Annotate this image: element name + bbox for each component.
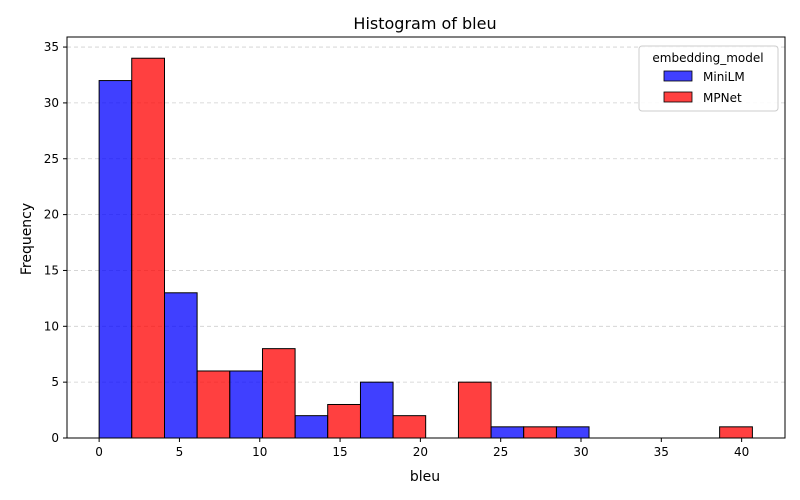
y-tick-label: 15 [44, 263, 59, 277]
x-tick-label: 40 [734, 445, 749, 459]
bar-minilm [164, 292, 198, 439]
bars [98, 57, 753, 439]
plot-frame [66, 36, 786, 439]
x-tick-label: 20 [413, 445, 428, 459]
legend: embedding_model MiniLM MPNet [638, 45, 779, 112]
x-tick-label: 35 [654, 445, 669, 459]
bar-mpnet [392, 415, 427, 439]
y-tick-label: 30 [44, 96, 59, 110]
legend-swatch-minilm [663, 70, 693, 82]
legend-label-mpnet: MPNet [703, 91, 742, 105]
bar-mpnet [523, 426, 557, 439]
y-tick-label: 20 [44, 208, 59, 222]
x-tick-label: 10 [252, 445, 267, 459]
bar-mpnet [327, 403, 361, 439]
x-tick-label: 5 [176, 445, 184, 459]
bar-mpnet [719, 426, 753, 439]
bar-minilm [294, 415, 329, 439]
bar-minilm [229, 370, 263, 439]
x-tick-label: 0 [95, 445, 103, 459]
y-tick-label: 10 [44, 319, 59, 333]
y-tick-label: 25 [44, 152, 59, 166]
bar-minilm [359, 381, 394, 439]
bar-minilm [490, 426, 525, 439]
bar-mpnet [261, 348, 296, 439]
y-tick-label: 0 [51, 431, 59, 445]
y-axis-title: Frequency [19, 203, 35, 275]
y-tick-label: 35 [44, 40, 59, 54]
bar-minilm [555, 426, 590, 439]
bar-mpnet [131, 57, 166, 439]
legend-label-minilm: MiniLM [703, 70, 745, 84]
legend-swatch-mpnet [663, 91, 693, 103]
y-tick-label: 5 [51, 375, 59, 389]
bar-minilm [98, 80, 133, 439]
axes: 0 5 10 15 20 25 30 35 40 0 5 10 15 20 25 30 35 [44, 36, 786, 459]
bar-mpnet [196, 370, 231, 439]
x-axis-title: bleu [410, 469, 440, 485]
bar-mpnet [457, 381, 492, 439]
x-tick-label: 15 [332, 445, 347, 459]
legend-title: embedding_model [652, 51, 763, 65]
chart-title: Histogram of bleu [353, 14, 496, 33]
x-tick-label: 30 [573, 445, 588, 459]
x-tick-label: 25 [493, 445, 508, 459]
